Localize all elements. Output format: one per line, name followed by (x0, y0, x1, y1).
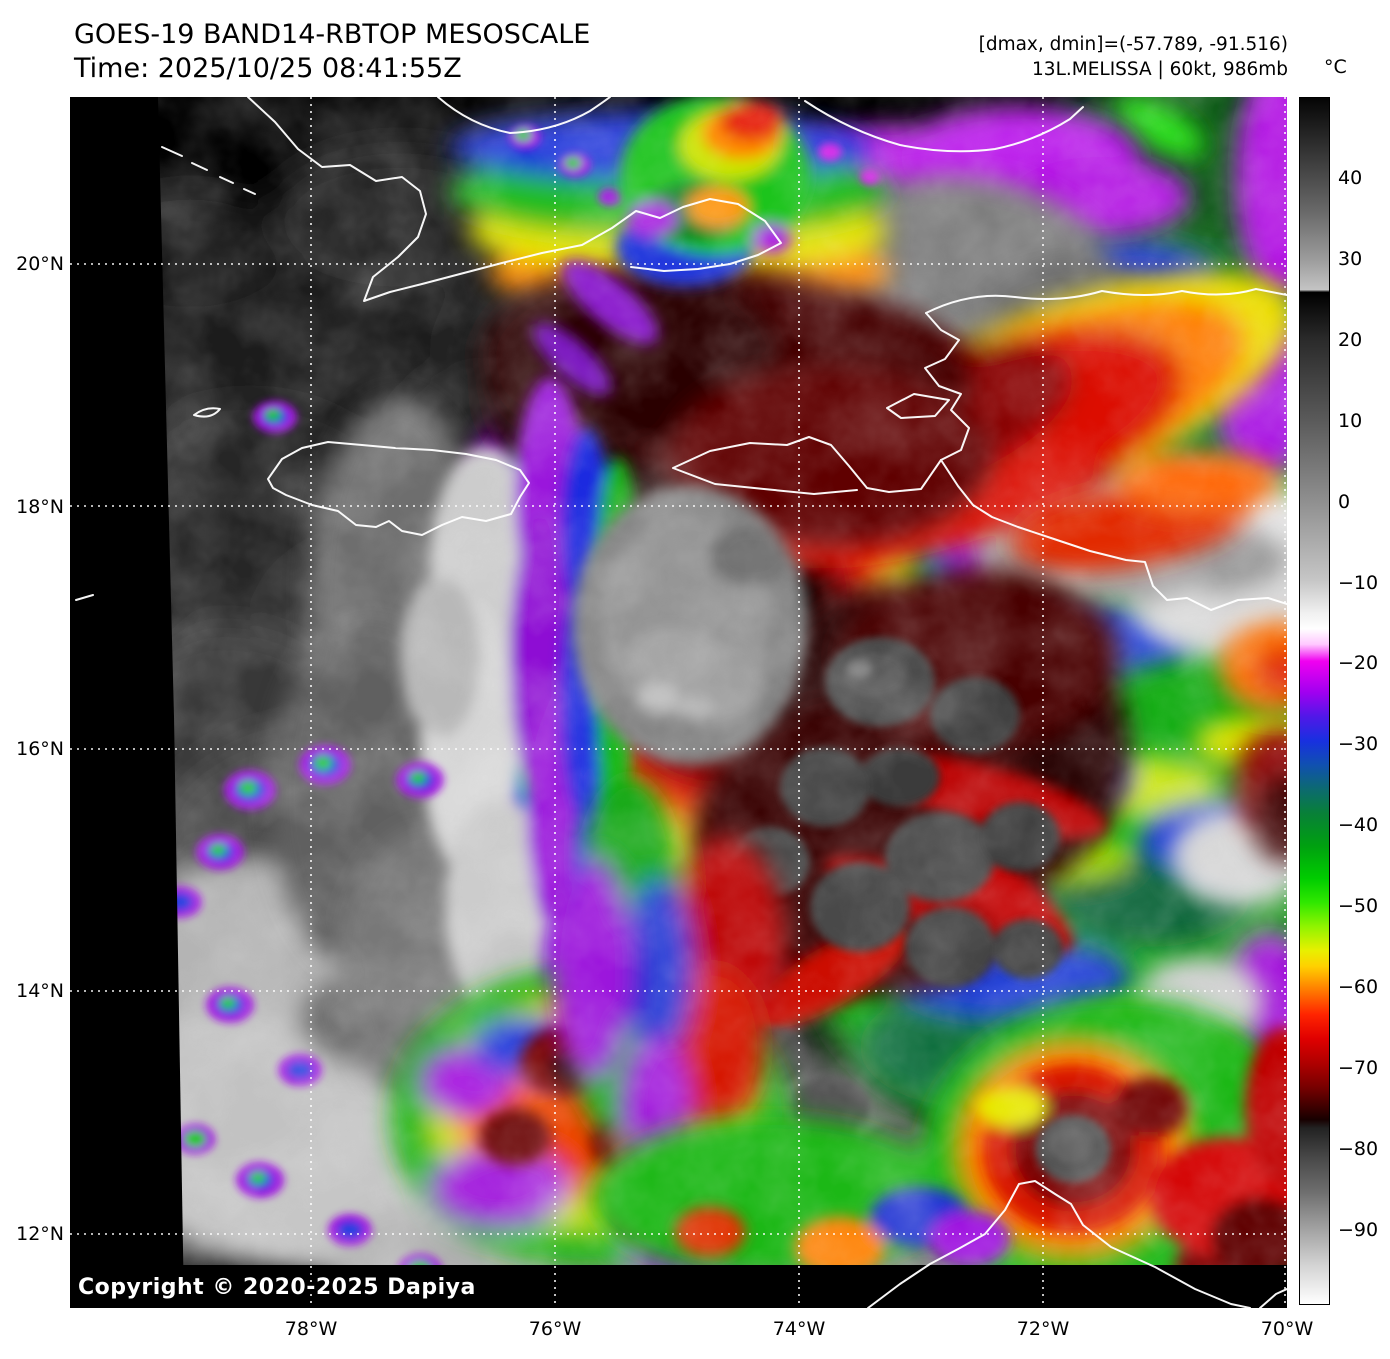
south-america-coast (867, 1180, 1251, 1308)
haiti-west-coast (924, 312, 970, 461)
cb-tick-m50: −50 (1338, 895, 1379, 917)
colorbar-unit: °C (1324, 56, 1347, 78)
lon-label-74w: 74°W (772, 1318, 826, 1340)
cb-tick-m80: −80 (1338, 1138, 1379, 1160)
cb-tick-10: 10 (1338, 410, 1363, 432)
cb-tick-m20: −20 (1338, 652, 1379, 674)
lat-label-12n: 12°N (16, 1223, 64, 1245)
timestamp: Time: 2025/10/25 08:41:55Z (74, 53, 462, 84)
south-america-fragment (1259, 1288, 1287, 1308)
copyright-notice: Copyright © 2020-2025 Dapiya (78, 1275, 476, 1300)
gonave-island (886, 393, 950, 419)
tiburon-peninsula (672, 436, 942, 495)
title-block: GOES-19 BAND14-RBTOP MESOSCALE Time: 202… (74, 18, 590, 86)
satellite-composite-image (70, 97, 1287, 1308)
bottom-data-edge (70, 1265, 1287, 1308)
cb-tick-m60: −60 (1338, 976, 1379, 998)
lon-label-70w: 70°W (1260, 1318, 1314, 1340)
cayman-islands (161, 146, 256, 195)
cuba-north-coast-b (804, 100, 1084, 153)
lat-label-18n: 18°N (16, 496, 64, 518)
cb-tick-20: 20 (1338, 329, 1363, 351)
cb-tick-m90: −90 (1338, 1219, 1379, 1241)
cuba-north-coast-a (437, 97, 611, 134)
cuba-south-coast (247, 97, 782, 302)
lon-label-76w: 76°W (528, 1318, 582, 1340)
cb-tick-m10: −10 (1338, 572, 1379, 594)
cb-tick-0: 0 (1338, 491, 1351, 513)
cb-tick-40: 40 (1338, 167, 1363, 189)
lon-label-72w: 72°W (1016, 1318, 1070, 1340)
storm-info: 13L.MELISSA | 60kt, 986mb (1032, 59, 1288, 80)
lat-label-16n: 16°N (16, 738, 64, 760)
coastlines (75, 97, 1287, 1308)
jamaica (267, 441, 530, 536)
grand-cayman (75, 407, 221, 601)
lon-label-78w: 78°W (284, 1318, 338, 1340)
satellite-map: Copyright © 2020-2025 Dapiya (70, 97, 1287, 1308)
hispaniola-south-coast (940, 459, 1287, 611)
temperature-colorbar (1299, 97, 1330, 1305)
lat-label-20n: 20°N (16, 253, 64, 275)
left-data-edge (70, 97, 184, 1308)
cloud-texture-overlay (70, 97, 1287, 1308)
dmax-dmin-readout: [dmax, dmin]=(-57.789, -91.516) (978, 34, 1288, 55)
info-block: [dmax, dmin]=(-57.789, -91.516) 13L.MELI… (979, 32, 1288, 82)
page-title: GOES-19 BAND14-RBTOP MESOSCALE (74, 19, 591, 50)
lat-label-14n: 14°N (16, 980, 64, 1002)
hispaniola-north-coast (925, 288, 1287, 314)
cb-tick-30: 30 (1338, 248, 1363, 270)
cb-tick-m40: −40 (1338, 814, 1379, 836)
cb-tick-m70: −70 (1338, 1057, 1379, 1079)
latlon-grid (70, 97, 1287, 1308)
cb-tick-m30: −30 (1338, 733, 1379, 755)
